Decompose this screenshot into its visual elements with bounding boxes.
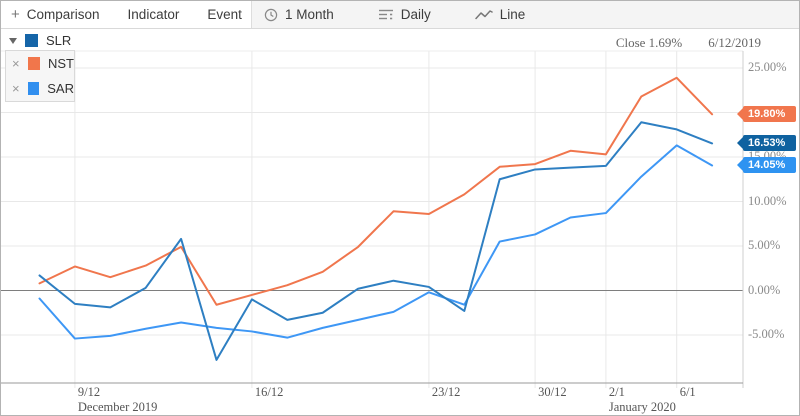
toolbar-left-group: + Comparison Indicator Event [1, 1, 251, 28]
price-badge: 19.80% [737, 106, 796, 123]
chart-area[interactable]: SLR × NST × SAR Close 1.69% 6/12/2019 25.00… [1, 29, 799, 415]
x-axis-tick-label: 2/1 [608, 385, 625, 399]
comparison-legend-row[interactable]: × SAR [6, 76, 74, 101]
primary-symbol-label: SLR [46, 33, 72, 48]
comparison-label: Comparison [26, 7, 100, 22]
indicator-label: Indicator [127, 7, 180, 22]
x-axis-month-label: January 2020 [608, 400, 676, 414]
comparison-swatch [27, 82, 40, 95]
interval-label: Daily [400, 7, 431, 22]
price-badge: 16.53% [737, 135, 796, 152]
badge-value: 19.80% [748, 108, 786, 121]
badge-value: 16.53% [748, 137, 786, 150]
chart-type-label: Line [499, 7, 526, 22]
x-axis-tick-label: 9/12 [77, 385, 101, 399]
series-line-sar [38, 144, 714, 340]
badge-value: 14.05% [748, 159, 786, 172]
range-label: 1 Month [285, 7, 334, 22]
x-axis-tick-label: 23/12 [431, 385, 461, 399]
price-badge: 14.05% [737, 157, 796, 174]
event-label: Event [207, 7, 242, 22]
chart-svg [1, 50, 744, 388]
interval-icon [378, 8, 394, 21]
line-type-icon [475, 9, 493, 21]
comparison-symbol-label: NST [48, 56, 74, 71]
chevron-down-icon[interactable] [9, 37, 17, 44]
series-line-nst [38, 76, 714, 306]
badge-arrow [737, 108, 743, 121]
y-axis-label: 10.00% [748, 193, 787, 208]
x-axis-tick-label: 16/12 [254, 385, 284, 399]
y-axis-label: -5.00% [748, 327, 785, 341]
clock-icon [264, 8, 278, 22]
y-axis-label: 0.00% [748, 282, 781, 297]
event-button[interactable]: Event [207, 7, 242, 22]
toolbar: + Comparison Indicator Event 1 Month [1, 1, 799, 29]
comparison-legend-row[interactable]: × NST [6, 51, 74, 76]
comparison-button[interactable]: + Comparison [11, 7, 100, 22]
x-axis-month-label: December 2019 [77, 400, 158, 414]
indicator-button[interactable]: Indicator [128, 7, 180, 22]
remove-comparison-icon[interactable]: × [12, 56, 20, 71]
chart-type-button[interactable]: Line [475, 7, 526, 22]
close-value: Close 1.69% [615, 35, 683, 50]
primary-series-legend[interactable]: SLR [9, 32, 76, 49]
primary-swatch [25, 34, 38, 47]
interval-button[interactable]: Daily [378, 7, 431, 22]
comparison-symbol-label: SAR [47, 81, 74, 96]
y-axis-label: 5.00% [748, 238, 781, 252]
badge-arrow [737, 159, 743, 172]
x-axis-tick-label: 30/12 [538, 385, 567, 399]
range-button[interactable]: 1 Month [264, 7, 334, 22]
remove-comparison-icon[interactable]: × [12, 81, 20, 96]
series-line-slr [38, 121, 714, 361]
toolbar-right-group: 1 Month Daily Line [251, 1, 799, 28]
price-readout: Close 1.69% 6/12/2019 [616, 35, 761, 51]
readout-date: 6/12/2019 [708, 35, 761, 50]
x-axis-tick-label: 6/1 [679, 385, 696, 399]
comparison-swatch [27, 57, 40, 70]
comparison-legend-box: × NST × SAR [5, 50, 75, 102]
badge-arrow [737, 137, 743, 150]
plus-icon: + [11, 6, 20, 23]
y-axis-label: 25.00% [748, 60, 787, 74]
